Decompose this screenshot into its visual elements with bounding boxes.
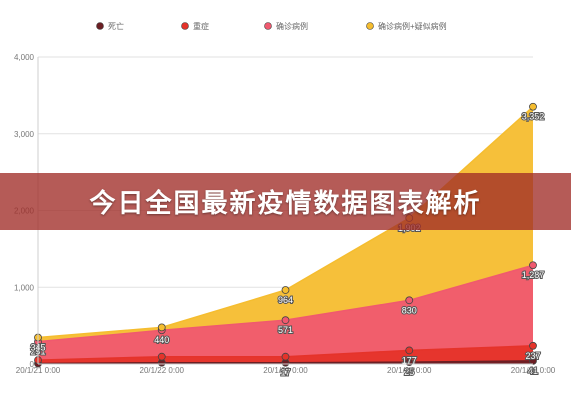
data-label: 440 bbox=[154, 335, 169, 345]
banner-title: 今日全国最新疫情数据图表解析 bbox=[89, 189, 482, 219]
x-tick-label: 20/1/25 0:00 bbox=[511, 366, 556, 375]
legend-marker bbox=[366, 22, 374, 30]
data-label: 571 bbox=[278, 325, 293, 335]
area-2 bbox=[38, 265, 533, 364]
data-point bbox=[529, 261, 537, 270]
legend-marker bbox=[181, 22, 189, 30]
y-tick-label: 4,000 bbox=[14, 53, 35, 62]
data-label: 177 bbox=[402, 355, 417, 365]
data-label: 1,287 bbox=[522, 270, 545, 280]
data-label: 830 bbox=[402, 305, 417, 315]
legend-item: 重症 bbox=[193, 21, 209, 31]
x-tick-label: 20/1/24 0:00 bbox=[387, 366, 432, 375]
legend: 死亡 重症 确诊病例 确诊病例+疑似病例 bbox=[96, 21, 447, 31]
data-label: 25 bbox=[404, 367, 414, 377]
data-label: 41 bbox=[528, 366, 538, 376]
data-point bbox=[281, 352, 290, 361]
data-label: 237 bbox=[525, 351, 540, 361]
data-points bbox=[34, 102, 537, 368]
data-point bbox=[157, 352, 166, 361]
legend-item: 死亡 bbox=[108, 21, 124, 31]
data-point bbox=[529, 102, 537, 111]
y-tick-label: 1,000 bbox=[14, 283, 35, 292]
y-tick-label: 3,000 bbox=[14, 130, 35, 139]
data-point bbox=[405, 346, 414, 355]
legend-item: 确诊病例+疑似病例 bbox=[378, 21, 447, 31]
legend-marker bbox=[96, 22, 104, 30]
data-point bbox=[281, 316, 290, 325]
title-banner: 今日全国最新疫情数据图表解析 bbox=[0, 173, 571, 230]
legend-marker bbox=[264, 22, 272, 30]
legend-item: 确诊病例 bbox=[276, 21, 308, 31]
data-point bbox=[281, 286, 290, 294]
x-tick-label: 20/1/23 0:00 bbox=[263, 366, 308, 375]
x-tick-label: 20/1/22 0:00 bbox=[140, 366, 185, 375]
data-label: 964 bbox=[278, 295, 293, 305]
data-point bbox=[529, 341, 537, 350]
data-label: 17 bbox=[280, 368, 290, 378]
data-point bbox=[405, 296, 414, 305]
x-tick-label: 20/1/21 0:00 bbox=[16, 366, 61, 375]
data-point bbox=[157, 323, 166, 332]
data-label: 3,352 bbox=[522, 112, 545, 122]
y-tick-label: 0 bbox=[30, 360, 35, 369]
